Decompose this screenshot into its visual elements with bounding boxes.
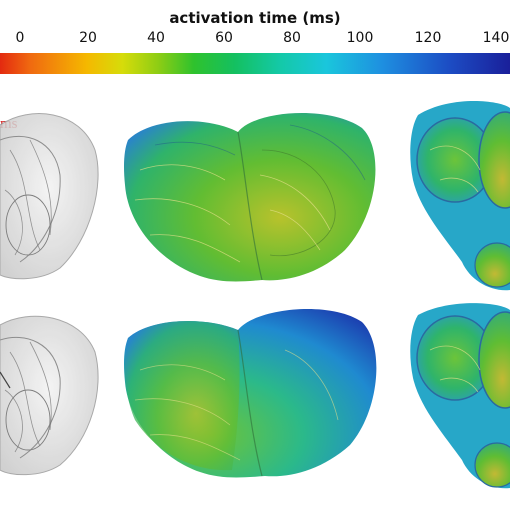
heart-front-top	[124, 112, 376, 282]
colorbar-tick-label: 120	[414, 30, 442, 46]
colorbar-tick-label: 40	[147, 30, 165, 46]
ghost-heart-bottom	[0, 315, 99, 476]
heart-base-top	[410, 100, 510, 291]
colorbar-title: activation time (ms)	[169, 9, 341, 27]
ghost-heart-top	[0, 113, 99, 280]
colorbar-tick-label: 140	[482, 30, 510, 46]
heart-front-bottom	[124, 308, 377, 478]
colorbar-gradient	[0, 53, 510, 74]
colorbar-tick-label: 80	[283, 30, 301, 46]
colorbar-tick-label: 20	[79, 30, 97, 46]
colorbar-tick-label: 0	[15, 30, 25, 46]
colorbar-tick-label: 100	[346, 30, 374, 46]
colorbar-tick-label: 60	[215, 30, 233, 46]
heart-base-bottom	[410, 303, 510, 489]
